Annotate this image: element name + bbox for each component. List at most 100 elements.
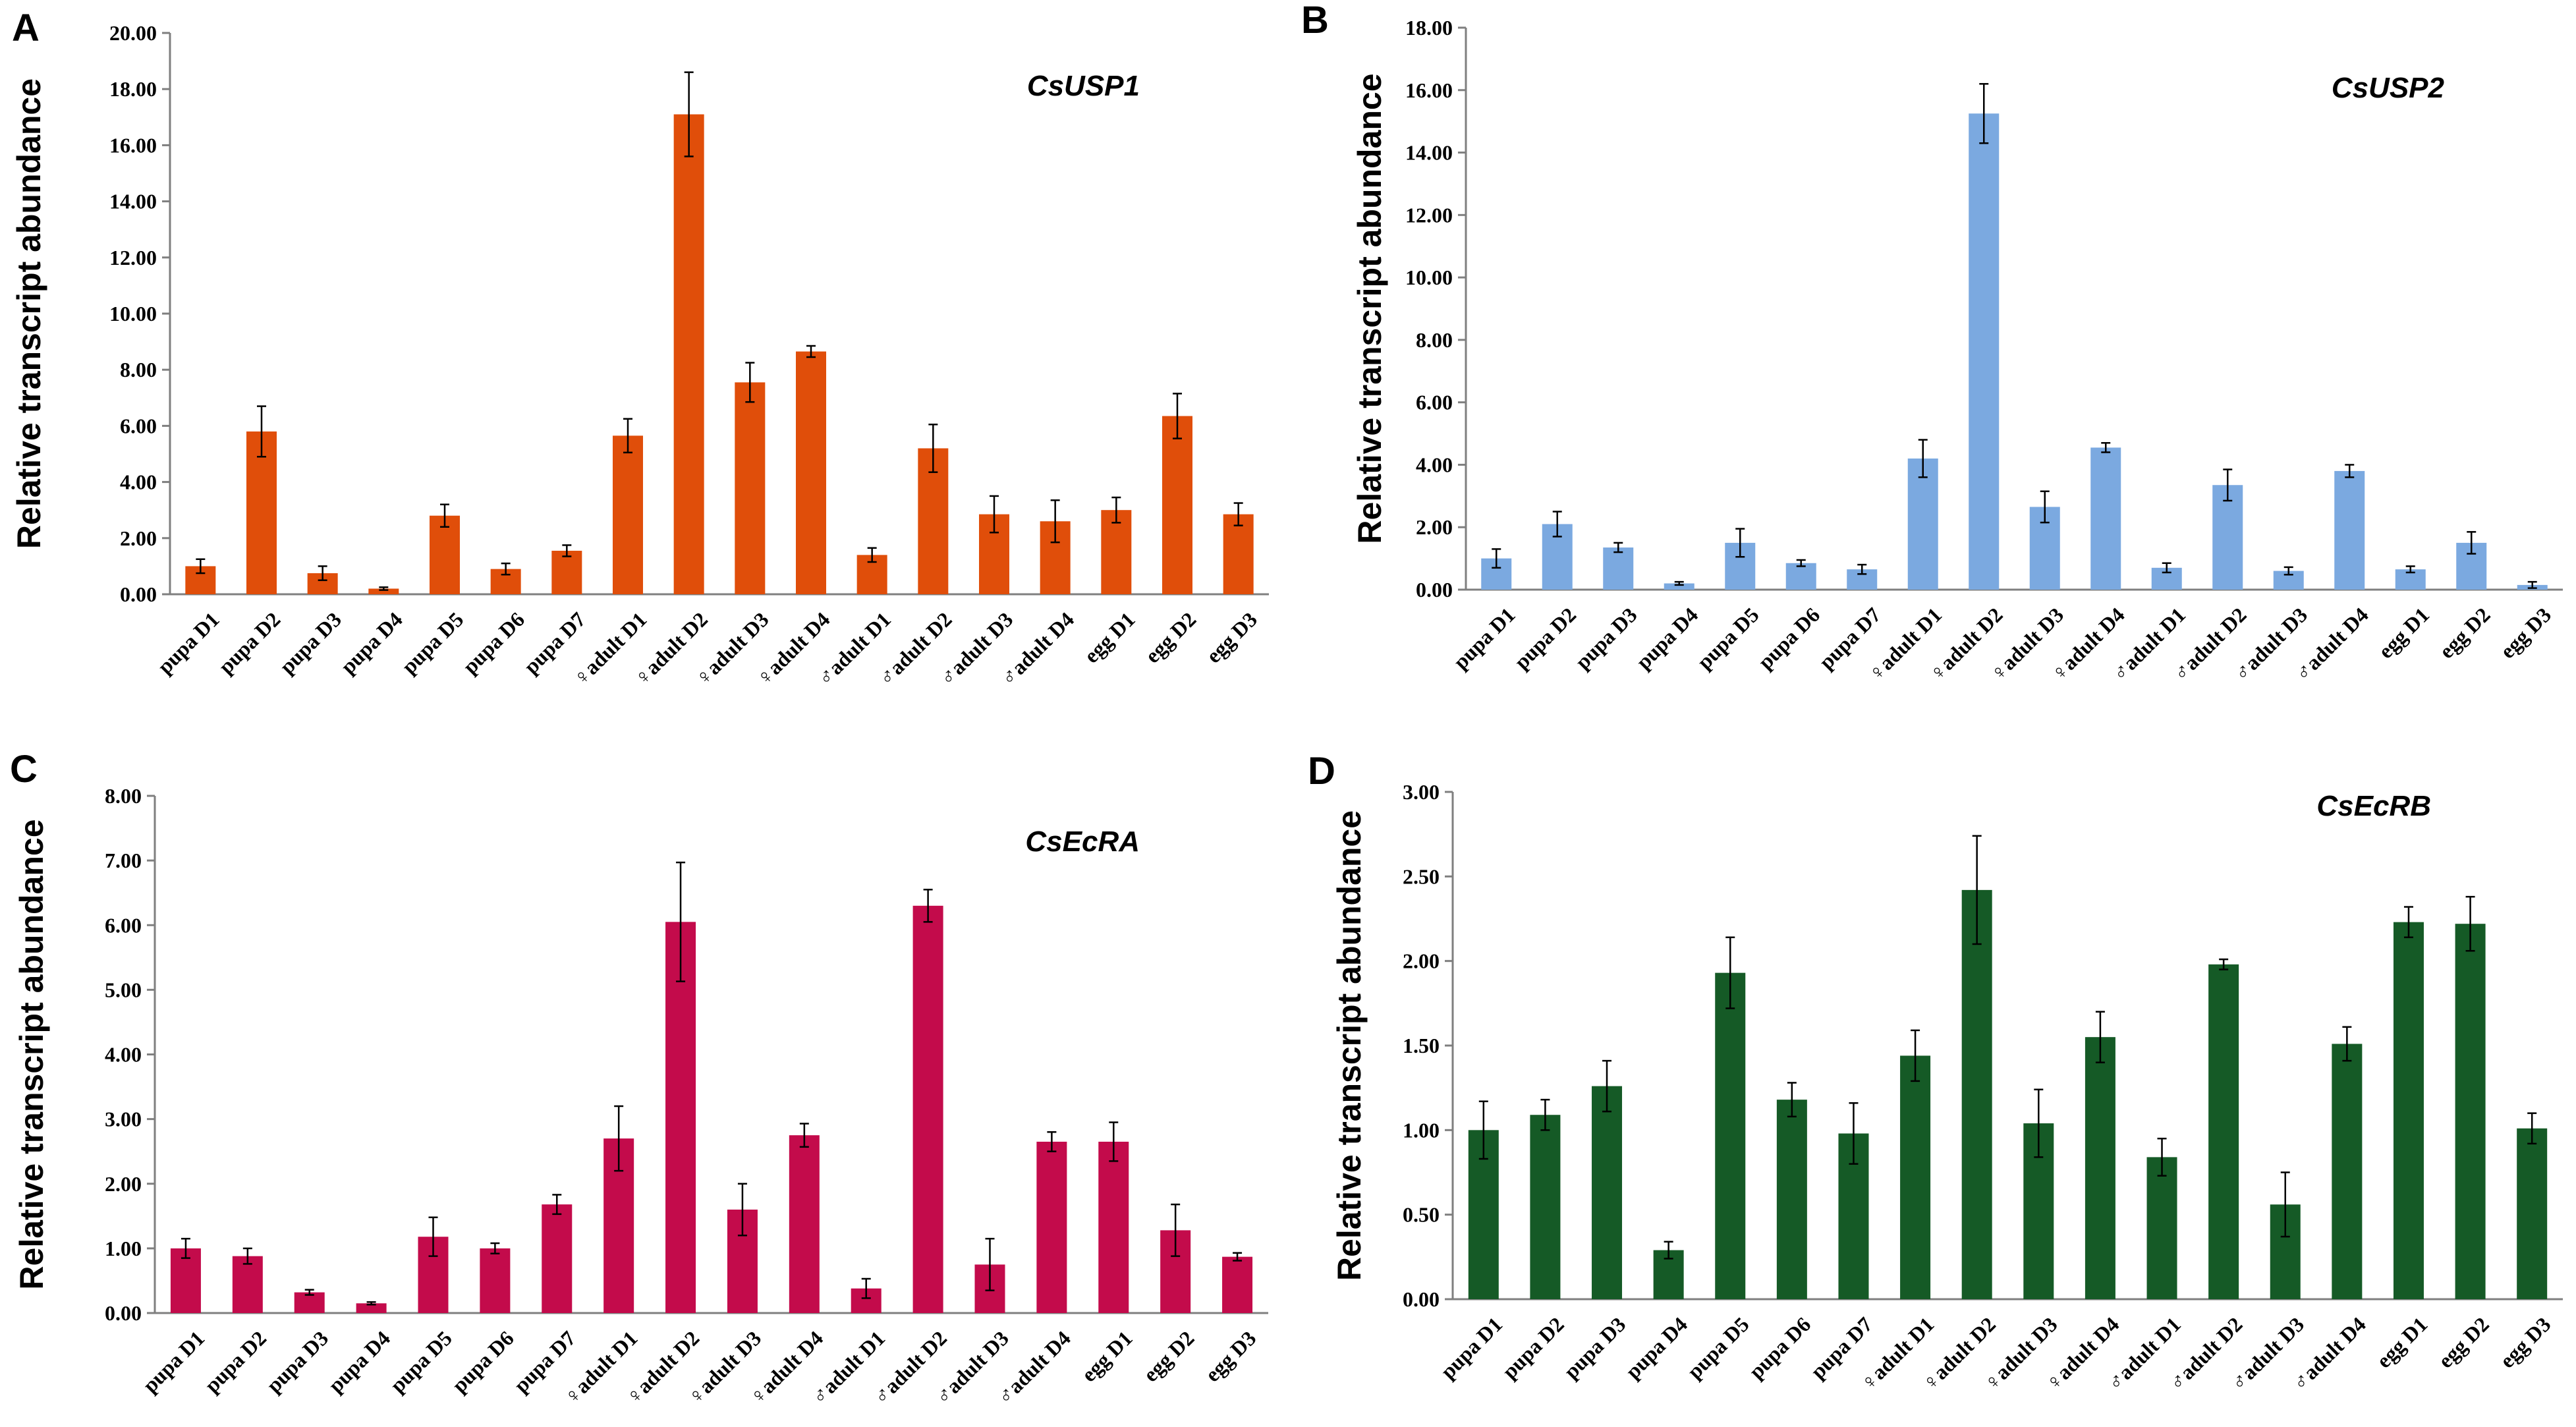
y-tick-label: 10.00 [109, 302, 157, 325]
bar [1900, 1055, 1931, 1299]
bar [430, 515, 460, 594]
y-tick-label: 4.00 [120, 470, 157, 494]
y-tick-label: 0.50 [1403, 1203, 1440, 1227]
x-tick-label: pupa D3 [262, 1326, 333, 1397]
x-tick-label: egg D3 [1200, 1326, 1260, 1386]
y-tick-label: 3.00 [1403, 780, 1440, 804]
panel-letter: D [1308, 750, 1335, 793]
bar [1222, 1256, 1253, 1313]
bar [356, 1303, 387, 1313]
bar [1098, 1141, 1129, 1313]
x-tick-label: egg D3 [2495, 1312, 2555, 1372]
y-axis-label: Relative transcript abundance [13, 819, 50, 1289]
bar [2332, 1044, 2363, 1299]
x-tick-label: pupa D1 [153, 607, 224, 679]
y-tick-label: 2.00 [1403, 949, 1440, 973]
y-tick-label: 6.00 [120, 414, 157, 437]
x-tick-label: pupa D6 [1744, 1312, 1815, 1384]
x-tick-label: egg D3 [1202, 607, 1262, 667]
x-tick-label: pupa D5 [385, 1326, 457, 1397]
chart-title: CsUSP2 [2332, 72, 2445, 104]
x-tick-label: pupa D3 [275, 607, 346, 679]
y-tick-label: 16.00 [1405, 78, 1453, 102]
bar [232, 1256, 263, 1313]
y-tick-label: 2.00 [120, 526, 157, 550]
y-tick-label: 2.50 [1403, 864, 1440, 888]
x-tick-label: egg D3 [2496, 603, 2556, 663]
bar [246, 431, 277, 594]
panel-letter: C [10, 748, 38, 791]
bar [1785, 563, 1816, 590]
panel-letter: B [1301, 0, 1329, 42]
bar [1961, 889, 1992, 1299]
chart-title: CsEcRA [1025, 825, 1140, 858]
bar [1592, 1086, 1623, 1299]
bar [294, 1292, 325, 1313]
bar [735, 382, 766, 594]
y-tick-label: 0.00 [120, 582, 157, 606]
y-tick-label: 3.00 [105, 1107, 142, 1131]
bar [613, 435, 643, 594]
y-tick-label: 12.00 [1405, 203, 1453, 227]
bar [2212, 485, 2243, 590]
bar [1664, 583, 1694, 590]
bar [551, 550, 582, 594]
panel-c: C Relative transcript abundance CsEcRA 0.00… [10, 748, 1268, 1409]
x-tick-label: pupa D1 [1449, 603, 1520, 674]
bar [170, 1248, 201, 1313]
x-tick-label: pupa D4 [336, 607, 407, 679]
y-tick-label: 8.00 [105, 784, 142, 808]
y-tick-label: 2.00 [1416, 515, 1453, 539]
y-tick-label: 18.00 [109, 77, 157, 101]
bar [2455, 924, 2486, 1299]
bar [673, 114, 704, 595]
x-tick-label: egg D2 [1140, 607, 1200, 667]
x-tick-label: egg D1 [2374, 603, 2434, 663]
bar [2090, 447, 2121, 590]
bar [2334, 470, 2365, 590]
y-tick-label: 20.00 [109, 21, 157, 45]
x-tick-label: pupa D2 [1498, 1312, 1569, 1384]
y-tick-label: 8.00 [1416, 328, 1453, 352]
x-tick-label: egg D2 [1138, 1326, 1198, 1386]
y-tick-label: 4.00 [105, 1043, 142, 1067]
y-tick-label: 2.00 [105, 1172, 142, 1196]
panel-d: D Relative transcript abundance CsEcRB 0.00… [1308, 750, 2563, 1395]
x-tick-label: egg D2 [2434, 603, 2494, 663]
bar [1715, 972, 1746, 1299]
bar [2517, 1128, 2548, 1299]
x-tick-label: pupa D2 [200, 1326, 271, 1397]
x-tick-label: pupa D3 [1559, 1312, 1631, 1384]
bar [2208, 964, 2239, 1299]
x-tick-label: pupa D2 [214, 607, 285, 679]
x-tick-label: pupa D4 [1631, 603, 1702, 674]
x-tick-label: egg D1 [1079, 607, 1139, 667]
x-tick-label: pupa D6 [458, 607, 529, 679]
bar [1162, 416, 1192, 594]
y-axis-label: Relative transcript abundance [11, 78, 47, 549]
bar [1223, 514, 1254, 594]
bar [1530, 1115, 1561, 1299]
bar [1907, 458, 1938, 590]
y-axis-label: Relative transcript abundance [1331, 810, 1368, 1281]
y-tick-label: 0.00 [105, 1301, 142, 1325]
panel-b: B Relative transcript abundance CsUSP2 0.00… [1301, 0, 2563, 686]
x-tick-label: pupa D5 [1693, 603, 1764, 674]
bar [1101, 510, 1132, 594]
bar [912, 905, 943, 1313]
y-tick-label: 0.00 [1403, 1287, 1440, 1311]
y-tick-label: 1.00 [1403, 1118, 1440, 1142]
bar [1969, 113, 2000, 590]
bar [665, 922, 696, 1313]
y-tick-label: 1.00 [105, 1237, 142, 1260]
y-axis-label: Relative transcript abundance [1351, 73, 1388, 544]
bar [1036, 1141, 1067, 1313]
bar [368, 588, 399, 594]
x-tick-label: pupa D1 [1436, 1312, 1507, 1384]
x-tick-label: egg D1 [1077, 1326, 1136, 1386]
bar [480, 1248, 511, 1313]
x-tick-label: egg D1 [2372, 1312, 2432, 1372]
y-tick-label: 6.00 [105, 913, 142, 937]
bar [796, 351, 826, 594]
